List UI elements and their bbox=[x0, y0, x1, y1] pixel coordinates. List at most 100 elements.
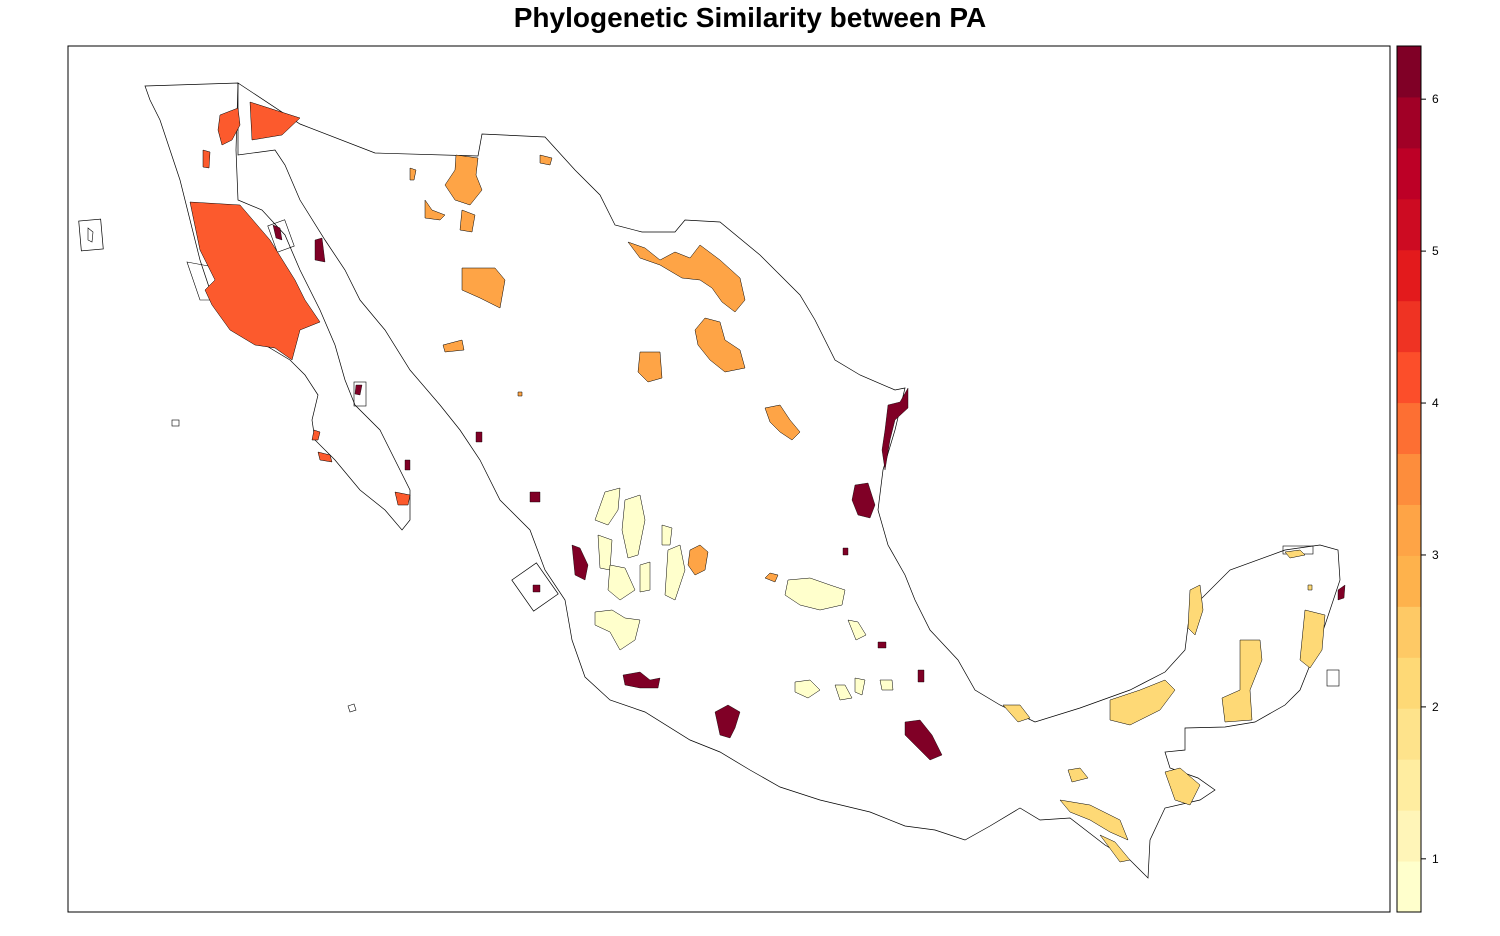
pa-veracruz-dot-2 bbox=[917, 669, 925, 683]
pa-chihuahua-north bbox=[444, 154, 483, 206]
pa-hidalgo-dot bbox=[842, 547, 849, 556]
pa-group-similarity-4 bbox=[189, 101, 411, 506]
pa-oaxaca bbox=[904, 719, 943, 761]
colorbar-swatch bbox=[1397, 606, 1421, 658]
colorbar-swatch bbox=[1397, 147, 1421, 200]
island-guadalupe-outline bbox=[78, 218, 104, 252]
pa-jalisco bbox=[594, 609, 641, 651]
pa-marias bbox=[532, 584, 541, 593]
pa-chiapas-tip bbox=[1099, 834, 1131, 863]
island-revillagigedo bbox=[347, 703, 357, 713]
pa-yucatan-west bbox=[1187, 584, 1204, 636]
pa-guerrero bbox=[714, 704, 741, 739]
pa-dot-2 bbox=[764, 572, 779, 583]
colorbar-swatch bbox=[1397, 96, 1421, 149]
pa-tiburon bbox=[272, 224, 283, 241]
baja-california-outline bbox=[144, 82, 411, 531]
pa-morelos bbox=[834, 684, 853, 701]
pa-michoacan bbox=[847, 619, 867, 641]
pa-nayarit bbox=[687, 544, 709, 576]
pa-caribbean-dot bbox=[1307, 584, 1313, 591]
pa-sian-kaan bbox=[1299, 609, 1326, 669]
colorbar-swatch bbox=[1397, 657, 1421, 709]
pa-tamaulipas-coast bbox=[881, 387, 909, 471]
pa-maderas bbox=[627, 241, 746, 313]
pa-tamaulipas-inland bbox=[851, 482, 876, 519]
colorbar-swatch bbox=[1397, 555, 1421, 607]
colorbar-swatch bbox=[1397, 351, 1421, 404]
pa-group-similarity-6 bbox=[272, 224, 1346, 761]
pa-baja-north bbox=[217, 107, 241, 146]
pa-sierra-small bbox=[442, 339, 465, 353]
island-guadalupe bbox=[87, 227, 94, 243]
colorbar bbox=[1397, 46, 1421, 913]
colorbar-swatch bbox=[1397, 861, 1421, 913]
map-frame bbox=[67, 45, 1391, 913]
pa-chiapas-east bbox=[1164, 767, 1201, 806]
pa-baja-tip bbox=[317, 451, 333, 463]
pa-caribbean-island bbox=[1337, 584, 1346, 601]
pa-sierra-madre-4 bbox=[607, 564, 636, 601]
pa-puebla bbox=[854, 677, 866, 696]
island-small-1 bbox=[171, 419, 180, 427]
pa-sonora-coast bbox=[314, 237, 326, 263]
pa-chihuahua-strip bbox=[424, 199, 446, 221]
pa-sinaloa-2 bbox=[404, 459, 411, 471]
pa-chihuahua-east bbox=[539, 154, 553, 166]
colorbar-swatch bbox=[1397, 198, 1421, 251]
pa-sierra-madre-2 bbox=[621, 494, 646, 559]
colorbar-swatch bbox=[1397, 810, 1421, 862]
colorbar-ticks: 1 2 3 4 5 6 bbox=[1421, 92, 1439, 866]
colorbar-frame bbox=[1396, 45, 1422, 913]
pa-chiapas-coast bbox=[1059, 799, 1129, 841]
colorbar-tick-label: 1 bbox=[1432, 852, 1439, 866]
pa-yucatan-north bbox=[1284, 549, 1306, 559]
pa-sierra-madre-5 bbox=[639, 561, 651, 593]
pa-edomex bbox=[794, 679, 821, 699]
pa-campeche bbox=[1109, 679, 1176, 726]
colorbar-tick-label: 2 bbox=[1432, 700, 1439, 714]
pa-sierra-gorda bbox=[764, 404, 801, 441]
pa-cabo bbox=[394, 491, 411, 506]
pa-group-similarity-2 bbox=[1002, 549, 1326, 863]
colorbar-swatch bbox=[1397, 249, 1421, 302]
pa-sierra-madre-1 bbox=[594, 487, 621, 526]
pa-baja-south-small bbox=[311, 429, 321, 441]
pa-cuatrocienegas bbox=[694, 317, 746, 373]
island-box-tiburon bbox=[267, 219, 295, 253]
pa-chiapas-west bbox=[1067, 767, 1089, 783]
colorbar-tick-label: 3 bbox=[1432, 548, 1439, 562]
pa-jalisco-coast bbox=[622, 671, 661, 689]
pa-tutuaca bbox=[461, 267, 506, 309]
colorbar-swatch bbox=[1397, 759, 1421, 811]
pa-group-similarity-3 bbox=[409, 154, 801, 583]
pa-calakmul bbox=[1221, 639, 1263, 723]
colorbar-swatch bbox=[1397, 504, 1421, 556]
pa-chihuahua-west bbox=[459, 209, 476, 233]
colorbar-swatch bbox=[1397, 46, 1421, 98]
map-title: Phylogenetic Similarity between PA bbox=[513, 2, 987, 33]
pa-tabasco bbox=[1002, 704, 1031, 723]
pa-alto-golfo bbox=[249, 101, 301, 141]
pa-bajio bbox=[784, 577, 846, 611]
pa-dot-1 bbox=[517, 391, 523, 397]
mexico-mainland-outline bbox=[237, 82, 1341, 879]
pa-chihuahua-small bbox=[409, 167, 417, 181]
colorbar-tick-label: 5 bbox=[1432, 244, 1439, 258]
colorbar-swatch bbox=[1397, 300, 1421, 353]
pa-sinaloa-1 bbox=[475, 431, 483, 443]
colorbar-swatch bbox=[1397, 453, 1421, 505]
pa-puebla-2 bbox=[879, 679, 894, 691]
pa-baja-small bbox=[202, 149, 211, 169]
colorbar-tick-label: 4 bbox=[1432, 396, 1439, 410]
colorbar-tick-label: 6 bbox=[1432, 92, 1439, 106]
pa-sinaloa-3 bbox=[529, 491, 541, 503]
island-caribbean-box bbox=[1326, 669, 1340, 687]
pa-nayarit-coast bbox=[571, 544, 589, 581]
pa-veracruz-dot bbox=[877, 641, 887, 649]
colorbar-swatch bbox=[1397, 708, 1421, 760]
pa-vizcaino bbox=[189, 201, 321, 361]
pa-group-similarity-1 bbox=[594, 487, 894, 701]
pa-gulf-island bbox=[354, 384, 363, 396]
